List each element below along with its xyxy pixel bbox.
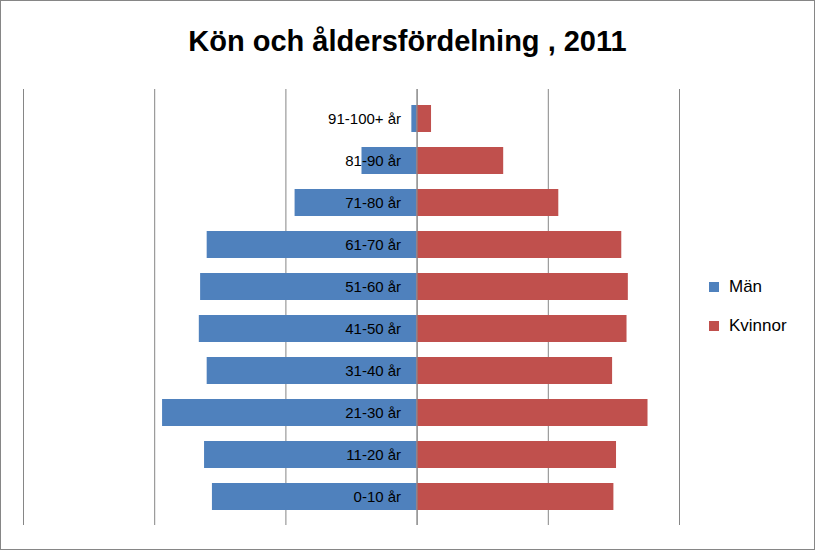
svg-text:41-50 år: 41-50 år [345,320,401,337]
svg-text:0-10 år: 0-10 år [354,488,402,505]
svg-text:11-20 år: 11-20 år [346,446,401,463]
svg-text:81-90 år: 81-90 år [345,152,401,169]
html-text:Män: Män [729,277,763,296]
svg-text:71-80 år: 71-80 år [345,194,401,211]
svg-text:21-30 år: 21-30 år [345,404,401,421]
html-text:Kön och åldersfördelning , 201: Kön och åldersfördelning , 2011 [188,25,627,57]
svg-text:61-70 år: 61-70 år [345,236,401,253]
svg-text:31-40 år: 31-40 år [345,362,401,379]
svg-text:91-100+ år: 91-100+ år [328,110,401,127]
html-text:Kvinnor: Kvinnor [729,316,787,335]
svg-text:51-60 år: 51-60 år [345,278,401,295]
